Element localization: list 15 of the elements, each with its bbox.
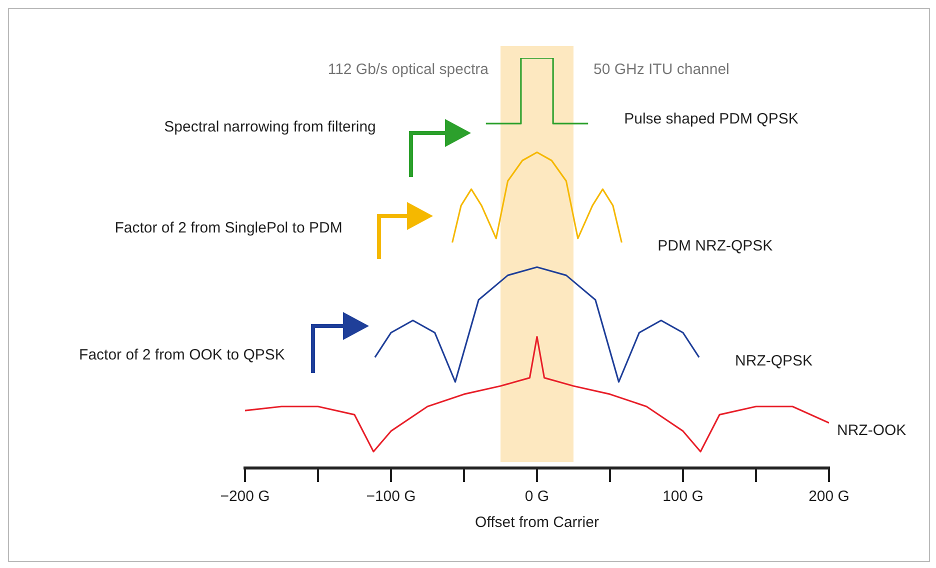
chart-title: 112 Gb/s optical spectra — [328, 61, 490, 78]
text: Pulse shaped PDM QPSK — [624, 110, 798, 128]
annotation: Factor of 2 from SinglePol to PDM — [114, 220, 342, 237]
x-axis-title: Offset from Carrier — [475, 514, 599, 532]
series-label: NRZ-OOK — [837, 422, 906, 440]
x-tick-label: −200 G — [220, 488, 270, 506]
text: NRZ-QPSK — [735, 352, 813, 370]
band-label: 50 GHz ITU channel — [594, 61, 730, 78]
text: PDM NRZ-QPSK — [658, 238, 773, 255]
annotation: Factor of 2 from OOK to QPSK — [79, 346, 285, 364]
x-tick-label: 0 G — [524, 488, 550, 506]
x-tick-label: −100 G — [366, 488, 416, 506]
x-tick-label: 100 G — [662, 488, 704, 506]
x-tick-label: 200 G — [808, 488, 850, 506]
annotation: Spectral narrowing from filtering — [164, 118, 376, 136]
